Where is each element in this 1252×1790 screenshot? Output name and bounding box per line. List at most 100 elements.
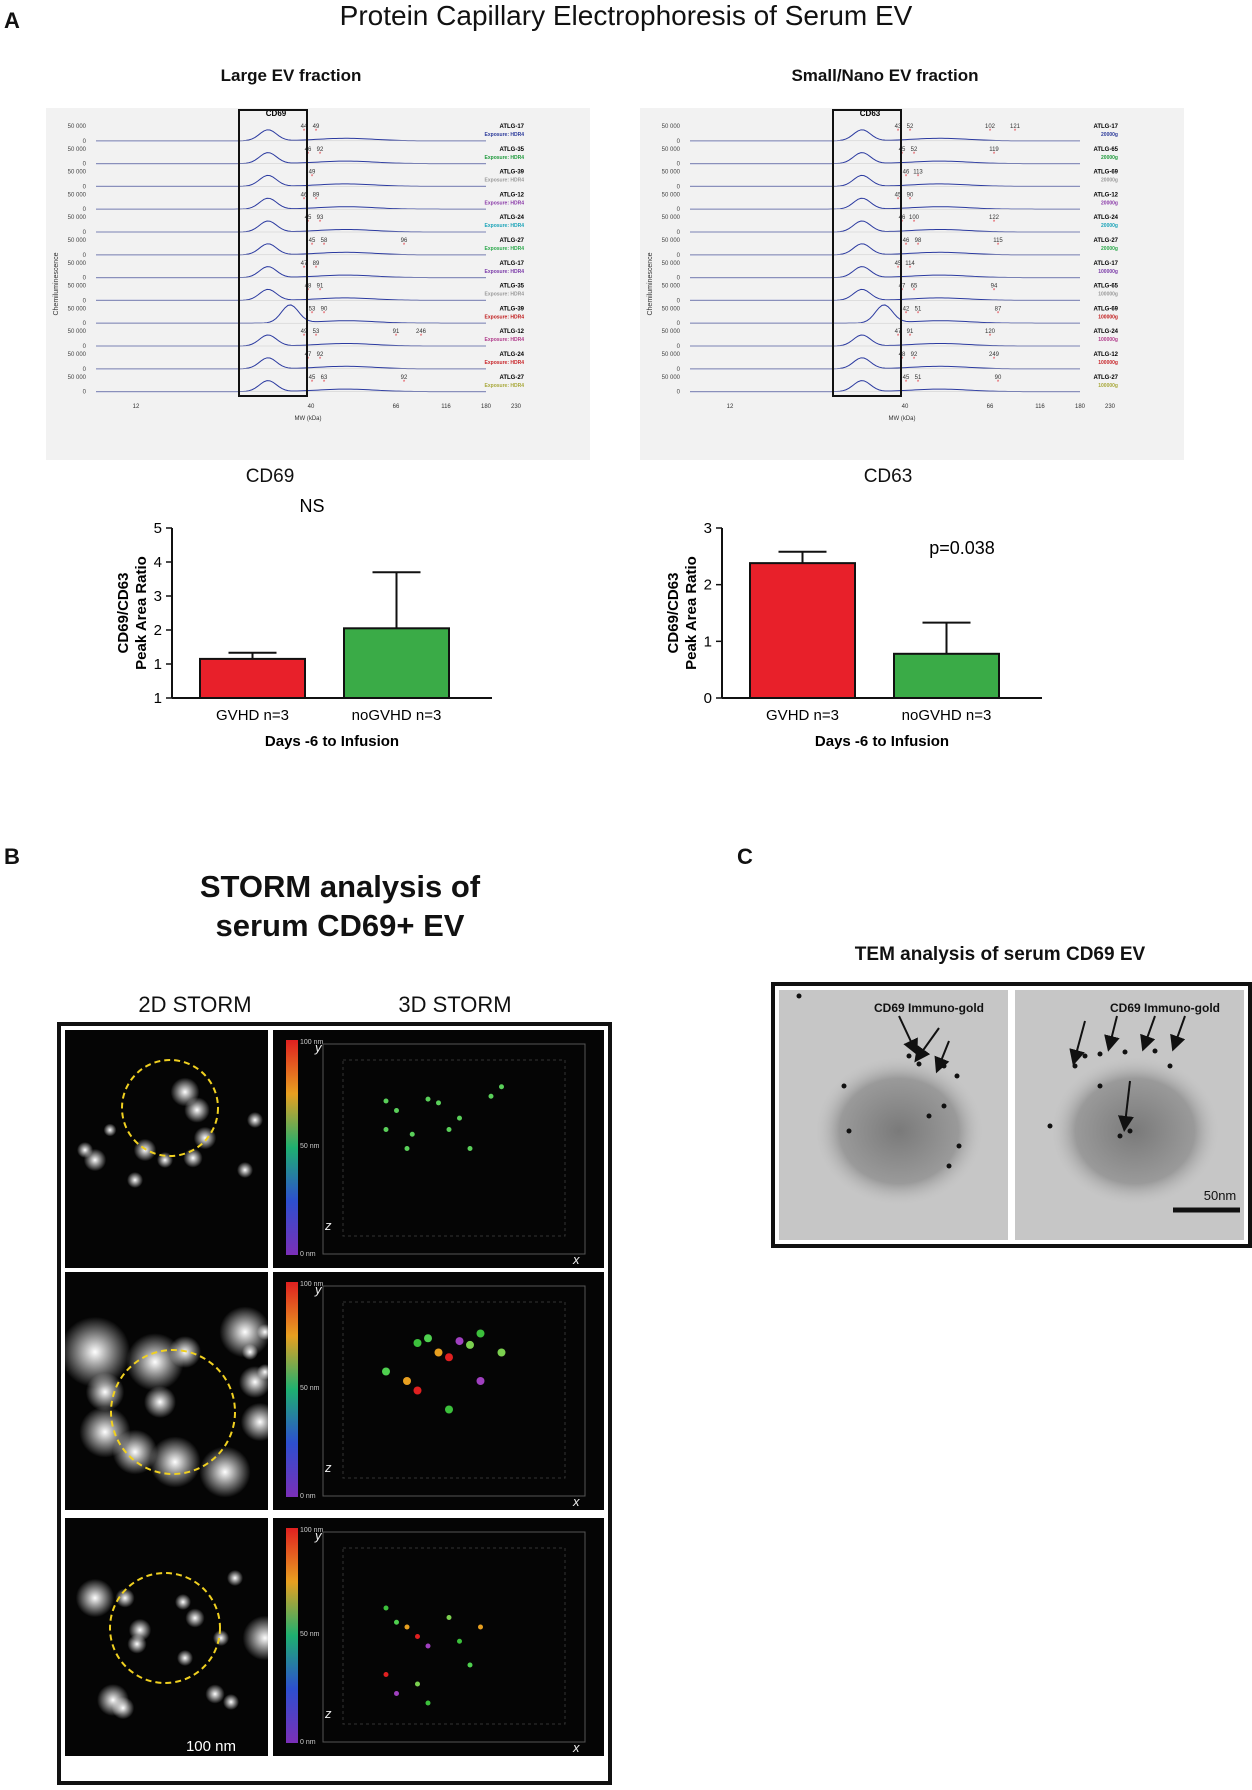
peak-marker: *: [315, 197, 318, 203]
peak-marker: *: [897, 197, 900, 203]
lane-condition: Exposure: HDR4: [485, 383, 525, 389]
trace-tick-bottom: 0: [677, 344, 681, 350]
trace-tick-bottom: 0: [677, 253, 681, 259]
storm-3d-point: [383, 1098, 389, 1104]
storm-localization: [240, 1402, 280, 1442]
storm-localization: [227, 1570, 243, 1586]
peak-label: 45: [903, 375, 910, 381]
storm-3d-point: [415, 1634, 420, 1639]
trace-line: [96, 334, 486, 347]
x-tick-label: 66: [987, 404, 994, 410]
peak-marker: *: [993, 289, 996, 295]
peak-label: 45: [309, 238, 316, 244]
peak-label: 46: [899, 215, 906, 221]
peak-marker: *: [403, 243, 406, 249]
trace-tick-top: 50 000: [68, 329, 87, 335]
colorbar-mid-label: 50 nm: [300, 1143, 320, 1150]
peak-label: 94: [991, 284, 998, 290]
x-tick-label: noGVHD n=3: [352, 707, 442, 724]
trace-tick-top: 50 000: [662, 238, 681, 244]
lane-condition: 100000g: [1098, 292, 1118, 298]
storm-3d-point: [445, 1405, 453, 1414]
trace-tick-top: 50 000: [662, 147, 681, 153]
pointer-arrow: [914, 1027, 940, 1063]
storm-3d-image: [273, 1272, 604, 1510]
storm-3d-image: [273, 1030, 604, 1268]
peak-marker: *: [909, 197, 912, 203]
storm-localization: [183, 1148, 203, 1168]
x-tick-label: 230: [511, 404, 522, 410]
peak-label: 58: [321, 238, 328, 244]
right-electropherogram: Chemiluminescence CD63 50 000 0 ATLG-17 20000…: [640, 108, 1184, 460]
axis-z-label: z: [324, 1706, 332, 1721]
peak-label: 45: [899, 147, 906, 153]
trace-tick-top: 50 000: [68, 352, 87, 358]
trace-tick-bottom: 0: [83, 321, 87, 327]
peak-label: 96: [401, 238, 408, 244]
lane-condition: Exposure: HDR4: [485, 200, 525, 206]
peak-marker: *: [897, 129, 900, 135]
peak-label: 45: [309, 375, 316, 381]
peak-marker: *: [913, 220, 916, 226]
ev-particle: [1050, 1056, 1220, 1206]
trace-tick-bottom: 0: [83, 298, 87, 304]
peak-marker: *: [905, 311, 908, 317]
lane-condition: Exposure: HDR4: [485, 337, 525, 343]
gold-particle: [946, 1163, 952, 1169]
peak-marker: *: [897, 266, 900, 272]
trace-line: [690, 243, 1080, 256]
lane-id: ATLG-27: [499, 375, 524, 381]
peak-marker: *: [917, 380, 920, 386]
bar: [893, 652, 1000, 700]
trace-tick-top: 50 000: [68, 192, 87, 198]
panel-letter-b: B: [4, 844, 20, 869]
trace-tick-bottom: 0: [83, 253, 87, 259]
lane-id: ATLG-24: [1093, 329, 1118, 335]
peak-marker: *: [901, 289, 904, 295]
peak-label: 46: [903, 238, 910, 244]
storm-localization: [219, 1306, 271, 1358]
storm-localization: [223, 1694, 239, 1710]
peak-label: 48: [305, 284, 312, 290]
gold-particle: [926, 1113, 932, 1119]
peak-label: 43: [895, 124, 902, 130]
peak-label: 122: [989, 215, 1000, 221]
lane-id: ATLG-27: [499, 238, 524, 244]
peak-marker: *: [989, 334, 992, 340]
peak-label: 92: [317, 352, 324, 358]
peak-label: 90: [907, 192, 914, 198]
lane-condition: 20000g: [1101, 223, 1118, 229]
storm-3d-point: [476, 1377, 485, 1385]
peak-marker: *: [307, 152, 310, 158]
pointer-arrow: [1170, 1015, 1186, 1052]
gold-particle: [941, 1063, 947, 1069]
peak-marker: *: [319, 357, 322, 363]
peak-marker: *: [420, 334, 423, 340]
x-tick-label: 180: [1075, 404, 1086, 410]
right-subtitle: Small/Nano EV fraction: [791, 66, 979, 85]
trace-tick-bottom: 0: [677, 139, 681, 145]
trace-line: [96, 266, 486, 279]
peak-label: 90: [995, 375, 1002, 381]
peak-marker: *: [315, 129, 318, 135]
axis-z-label: z: [324, 1218, 332, 1233]
lane-id: ATLG-12: [1093, 352, 1118, 358]
lane-condition: 100000g: [1098, 269, 1118, 275]
storm-3d-point: [394, 1691, 399, 1696]
storm-3d-point: [413, 1339, 422, 1347]
colorbar-top-label: 100 nm: [300, 1527, 324, 1534]
storm-localization: [103, 1123, 117, 1137]
peak-marker: *: [307, 357, 310, 363]
peak-marker: *: [905, 380, 908, 386]
panel-letter-a: A: [4, 8, 20, 33]
x-tick-label: 40: [902, 404, 909, 410]
storm-3d-point: [404, 1146, 410, 1151]
storm-title-line1: STORM analysis of: [199, 869, 481, 904]
trace-tick-top: 50 000: [68, 261, 87, 267]
gold-particle: [1117, 1133, 1123, 1139]
colorbar-top-label: 100 nm: [300, 1039, 324, 1046]
depth-colorbar: [286, 1282, 298, 1497]
peak-marker: *: [905, 243, 908, 249]
trace-tick-top: 50 000: [662, 329, 681, 335]
lane-condition: 100000g: [1098, 314, 1118, 320]
